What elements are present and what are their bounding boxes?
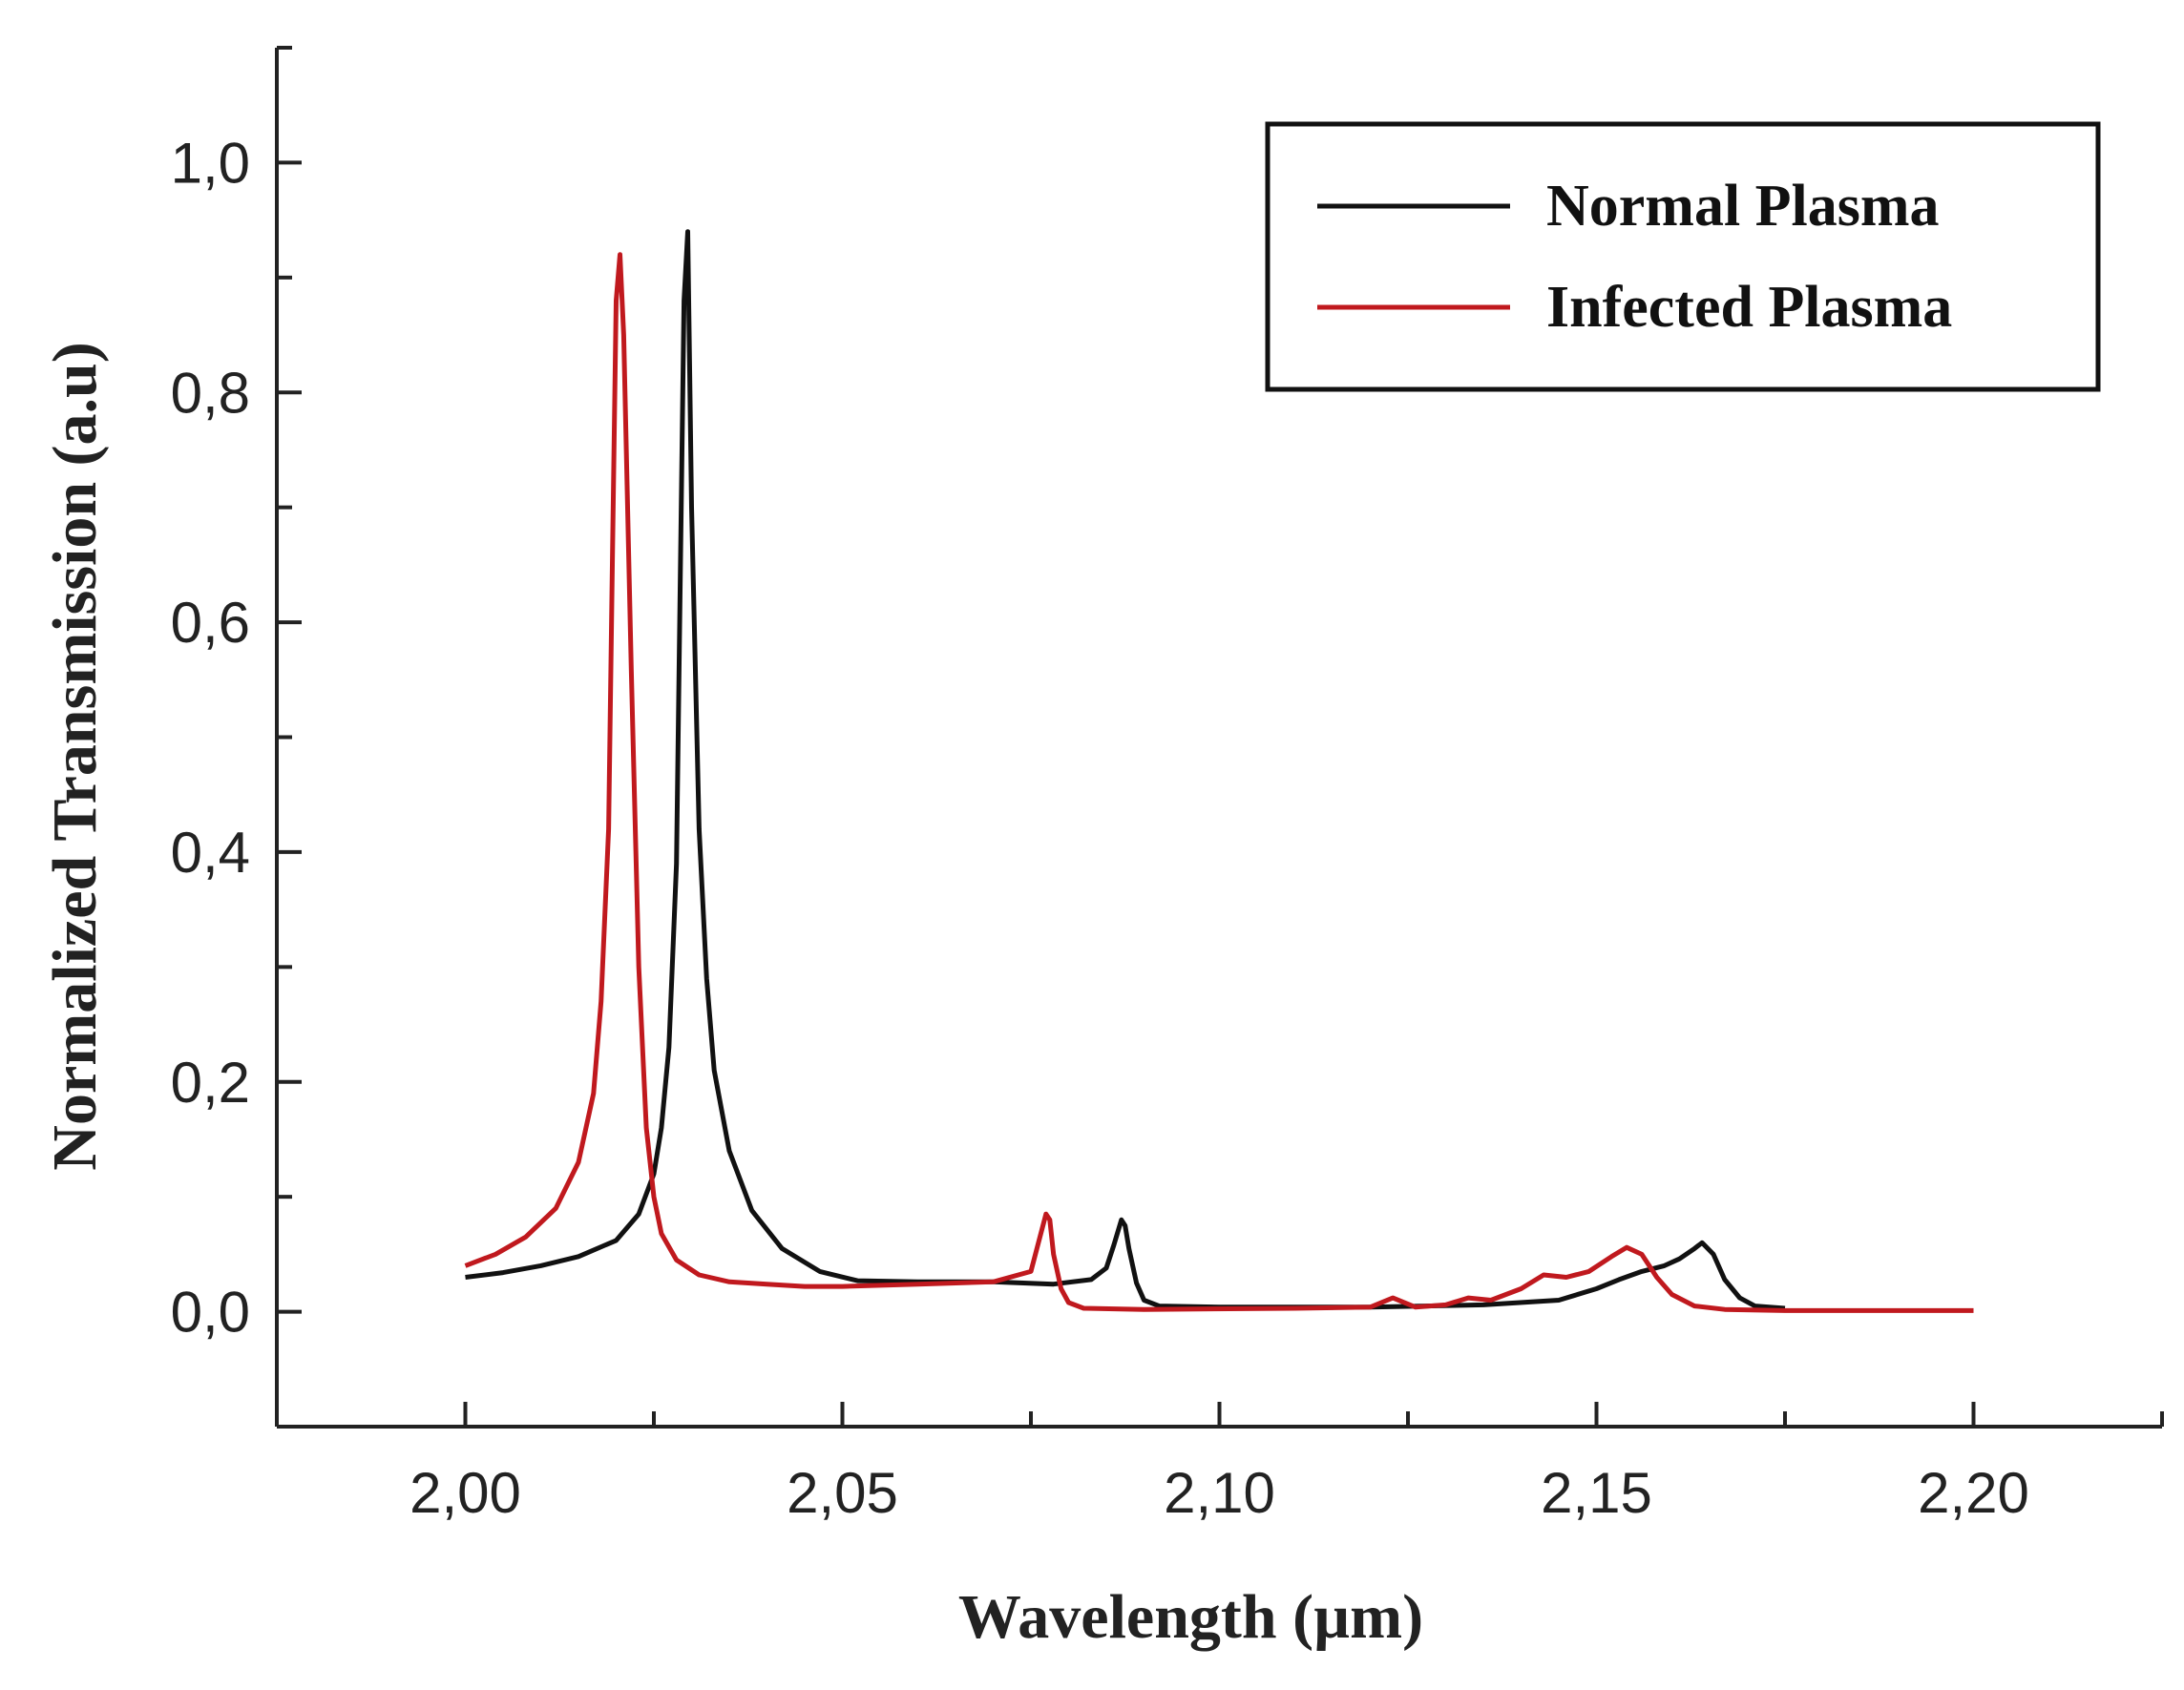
series-line-infected-plasma — [464, 252, 1974, 1313]
y-ticks: 0,0 0,2 0,4 0,6 0,8 1,0 — [171, 46, 302, 1429]
x-tick-label: 2,00 — [410, 1461, 521, 1525]
y-tick-label: 0,2 — [171, 1051, 250, 1115]
x-tick-label: 2,10 — [1164, 1461, 1275, 1525]
legend-label-infected-plasma: Infected Plasma — [1546, 275, 1952, 340]
x-tick-label: 2,15 — [1541, 1461, 1652, 1525]
x-tick-label: 2,05 — [787, 1461, 898, 1525]
legend: Normal Plasma Infected Plasma — [1265, 121, 2101, 392]
x-ticks: 2,00 2,05 2,10 2,15 2,20 — [275, 1402, 2164, 1525]
legend-label-normal-plasma: Normal Plasma — [1546, 174, 1940, 239]
legend-box — [1265, 121, 2101, 392]
series-line-normal-plasma — [465, 229, 1786, 1311]
y-tick-label: 0,6 — [171, 591, 250, 655]
y-tick-label: 1,0 — [171, 131, 250, 195]
y-tick-label: 0,0 — [171, 1281, 250, 1345]
x-axis-title: Wavelength (µm) — [958, 1582, 1423, 1652]
y-tick-label: 0,8 — [171, 361, 250, 425]
x-tick-label: 2,20 — [1918, 1461, 2029, 1525]
y-axis-title: Normalized Transmission (a.u) — [40, 342, 110, 1170]
y-tick-label: 0,4 — [171, 821, 250, 885]
plot-area — [464, 229, 1974, 1313]
axes: 0,0 0,2 0,4 0,6 0,8 1,0 2,00 2,05 2,10 2,15 2,20 — [171, 46, 2164, 1525]
